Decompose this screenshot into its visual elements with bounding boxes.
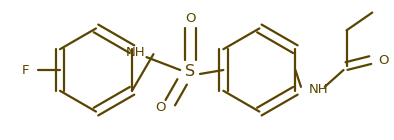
Text: NH: NH — [126, 46, 145, 59]
Text: O: O — [378, 54, 389, 67]
Text: S: S — [185, 65, 195, 80]
Text: O: O — [155, 101, 165, 114]
Text: O: O — [185, 12, 195, 25]
Text: F: F — [22, 64, 30, 76]
Text: NH: NH — [309, 83, 329, 96]
